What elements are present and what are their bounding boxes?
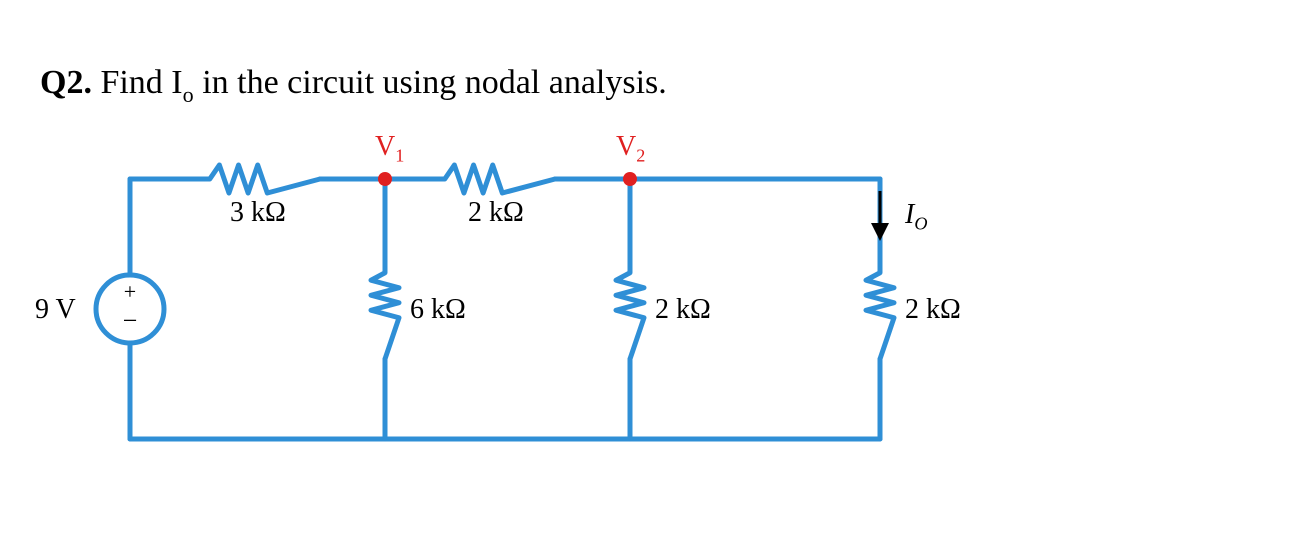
label-r-6k: 6 kΩ <box>410 294 466 326</box>
label-r-top-left: 3 kΩ <box>230 197 286 229</box>
question-prefix: Find I <box>100 64 182 101</box>
svg-text:+: + <box>124 279 136 304</box>
label-io: IO <box>905 199 927 235</box>
label-node-v1-sub: 1 <box>395 145 404 165</box>
label-r-2k-right: 2 kΩ <box>905 294 961 326</box>
label-node-v2-sub: 2 <box>636 145 645 165</box>
svg-text:−: − <box>123 306 138 335</box>
question-suffix: in the circuit using nodal analysis. <box>194 64 667 101</box>
label-node-v1-base: V <box>375 131 395 162</box>
label-io-sub: O <box>914 213 927 233</box>
question-text: Q2. Find Io in the circuit using nodal a… <box>40 60 1268 109</box>
label-node-v2-base: V <box>616 131 636 162</box>
label-io-base: I <box>905 199 914 230</box>
question-sub: o <box>183 82 194 107</box>
label-r-2k-mid: 2 kΩ <box>655 294 711 326</box>
label-r-top-mid: 2 kΩ <box>468 197 524 229</box>
circuit-diagram: +− 9 V V1 V2 3 kΩ 2 kΩ 6 kΩ 2 kΩ 2 kΩ IO <box>40 159 1040 539</box>
question-number: Q2. <box>40 64 92 101</box>
label-node-v2: V2 <box>616 131 645 167</box>
label-node-v1: V1 <box>375 131 404 167</box>
label-source: 9 V <box>35 294 76 326</box>
